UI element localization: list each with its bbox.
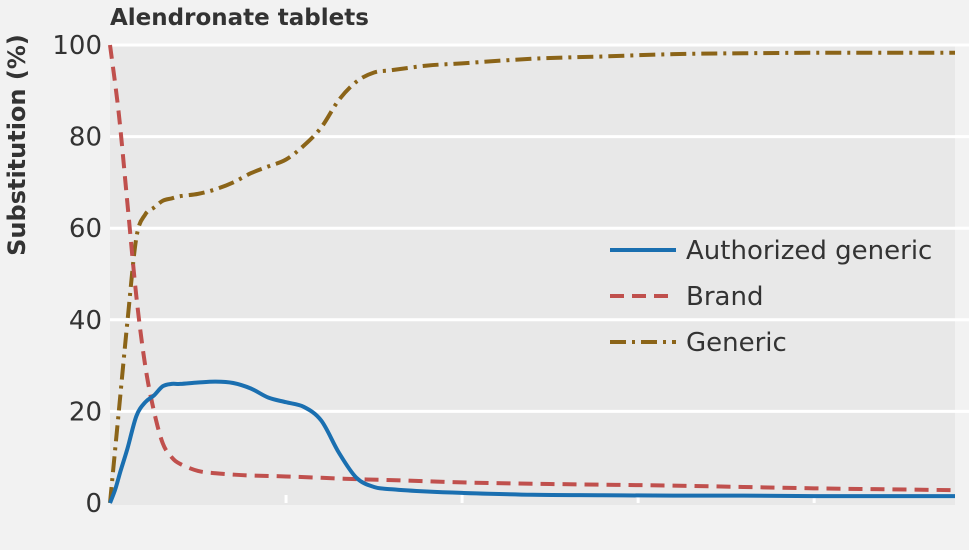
y-tick-label-60: 60 <box>69 214 102 244</box>
plot-background <box>110 45 955 505</box>
y-tick-label-100: 100 <box>52 31 102 61</box>
y-tick-label-0: 0 <box>85 489 102 519</box>
series-line-generic <box>108 50 955 504</box>
legend-label-authorized-generic: Authorized generic <box>686 236 932 266</box>
legend: Authorized generic Brand Generic <box>610 236 932 358</box>
y-tick-label-20: 20 <box>69 397 102 427</box>
series-line-brand <box>108 44 956 493</box>
x-axis-ticks <box>284 495 816 503</box>
y-axis-ticks: 0 20 40 60 80 100 <box>52 31 102 519</box>
series-lines <box>108 44 956 504</box>
y-tick-label-80: 80 <box>69 123 102 153</box>
y-tick-label-40: 40 <box>69 306 102 336</box>
gridlines <box>110 43 969 413</box>
y-axis-label: Substitution (%) <box>3 34 31 256</box>
chart-title: Alendronate tablets <box>110 5 369 31</box>
legend-label-brand: Brand <box>686 282 763 312</box>
legend-label-generic: Generic <box>686 328 787 358</box>
series-line-authorized-generic <box>108 379 955 504</box>
